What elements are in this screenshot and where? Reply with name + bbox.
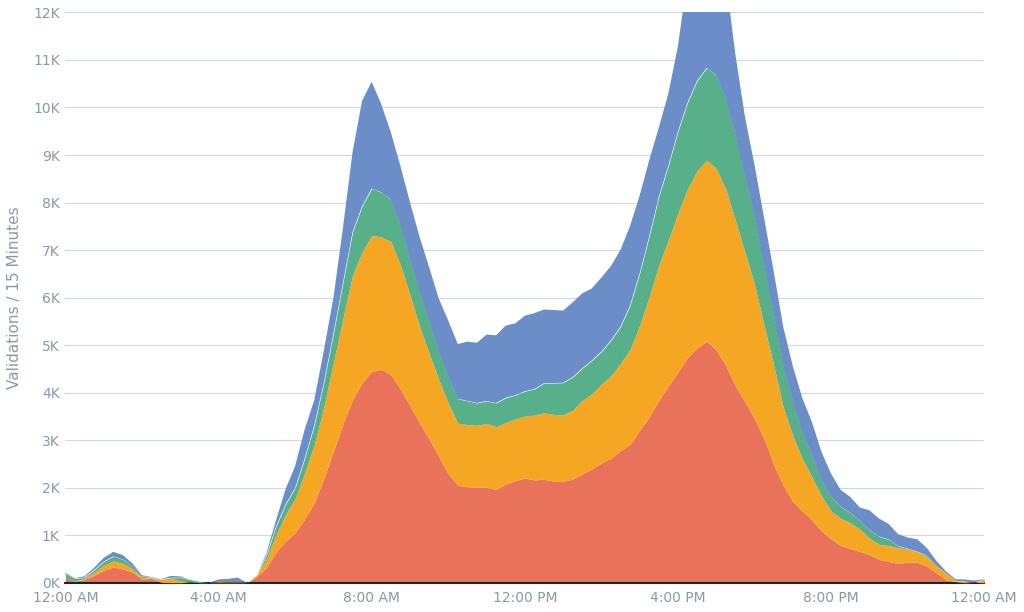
Y-axis label: Validations / 15 Minutes: Validations / 15 Minutes bbox=[7, 206, 22, 389]
